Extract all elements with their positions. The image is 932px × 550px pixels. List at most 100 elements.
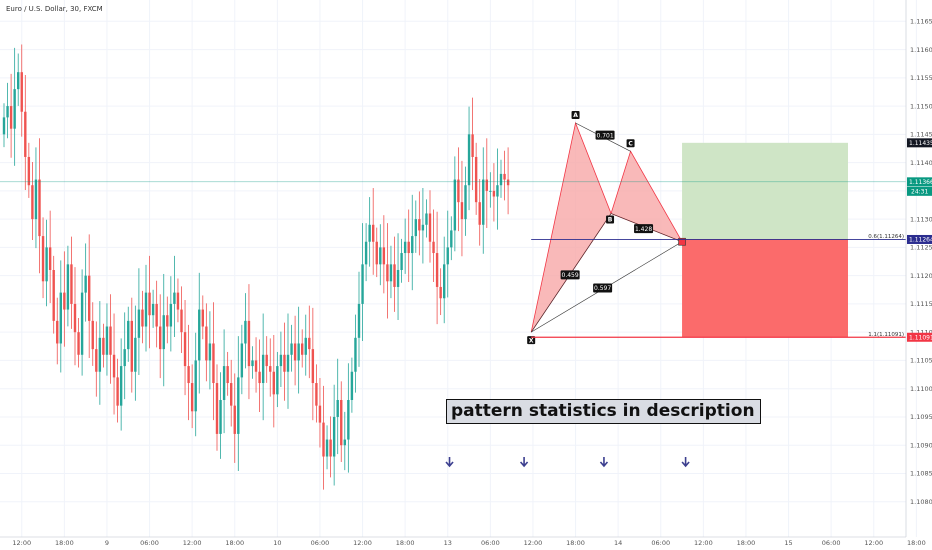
price-tag [907,177,932,187]
candle-body [467,134,471,186]
candle-body [77,332,80,355]
price-tag-text: 1.11264 [909,237,932,244]
pattern-point-c-badge [626,139,635,148]
ratio-label: 0.459 [562,272,579,279]
candle-body [357,303,361,338]
candle-body [127,320,130,350]
candle-body [393,264,396,287]
candle-body [6,106,9,118]
candle-body [304,337,307,355]
time-tick-label: 18:00 [907,539,926,547]
candle-body [503,173,506,180]
candle-body [137,309,141,338]
candle-body [222,366,226,400]
candle-body [418,219,421,231]
candle-body [457,179,460,203]
candle-body [400,253,403,270]
target-zone [682,142,848,240]
candle-body [112,354,116,378]
candle-body [230,383,233,406]
price-tag-text: 1.11091 [909,334,932,341]
down-arrow-icon [599,457,609,468]
candle-body [478,202,481,225]
candle-body [386,264,389,282]
candle-body [485,179,488,191]
chart-title: Euro / U.S. Dollar, 30, FXCM [6,5,103,13]
candle-body [364,241,368,265]
candle-body [102,337,105,355]
price-tick-label: 1.11250 [910,244,932,252]
candle-body [350,371,354,400]
candle-body [279,354,283,367]
candle-body [194,360,197,412]
countdown-tag [907,186,932,196]
time-tick-label: 18:00 [55,539,74,547]
candle-body [215,383,219,434]
candle-body [425,213,428,225]
candle-body [91,320,94,350]
price-tick-label: 1.11100 [910,328,932,336]
candle-body [361,264,364,304]
down-arrow-icon [519,457,529,468]
candle-body [435,253,439,287]
price-tick-label: 1.11500 [910,102,932,110]
time-tick-label: 12:00 [864,539,883,547]
candle-body [45,247,48,282]
ratio-label: 0.597 [594,285,611,292]
candle-body [198,309,201,361]
time-tick-label: 06:00 [481,539,500,547]
candle-body [318,405,322,423]
pattern-point-a-label: A [573,112,578,119]
time-tick-label: 06:00 [311,539,330,547]
price-tick-label: 1.11050 [910,357,932,365]
candle-body [311,349,315,384]
time-tick-label: 18:00 [566,539,585,547]
candle-body [336,400,339,417]
candle-body [169,303,173,327]
candle-body [379,247,382,265]
candle-body [20,72,23,112]
time-tick-label: 15 [784,539,792,547]
candle-body [84,275,87,293]
time-tick-label: 06:00 [822,539,841,547]
candle-body [347,400,350,440]
candle-body [95,349,98,372]
candle-body [272,371,275,395]
price-tick-label: 1.11450 [910,131,932,139]
candle-body [411,236,414,254]
price-tick-label: 1.11300 [910,215,932,223]
candle-body [340,400,343,446]
time-tick-label: 9 [105,539,109,547]
candle-body [212,343,215,384]
candle-body [63,292,66,310]
candle-body [123,349,126,367]
candle-body [2,117,6,135]
candle-body [205,326,208,361]
ratio-badge [595,130,615,140]
candle-body [254,360,258,372]
harmonic-pattern[interactable]: X A B C 0.701 1.428 0.459 0.597 [527,111,686,344]
price-tick-label: 1.11400 [910,159,932,167]
time-tick-label: 12:00 [12,539,31,547]
candle-body [105,326,109,355]
candle-body [496,185,499,197]
candle-body [159,326,162,350]
candle-body [506,179,510,186]
time-tick-label: 06:00 [140,539,159,547]
candle-body [308,337,311,350]
candle-body [41,236,45,282]
price-levels: 0.6(1.11264) 1.1(1.11091) [0,181,906,338]
candle-body [24,111,27,157]
ratio-badge [634,224,654,234]
candle-body [499,173,503,186]
time-axis[interactable]: 12:00 18:00 9 06:00 12:00 18:00 10 06:00 12:00 18… [0,536,926,547]
candle-body [173,292,176,304]
candle-body [396,270,400,287]
candle-body [17,72,20,90]
candle-body [293,343,297,361]
time-tick-label: 13 [444,539,452,547]
pattern-point-c-label: C [628,141,633,148]
candle-body [148,292,151,316]
price-axis[interactable]: 1.10800 1.10850 1.10900 1.10950 1.11000 1.110… [905,0,932,537]
